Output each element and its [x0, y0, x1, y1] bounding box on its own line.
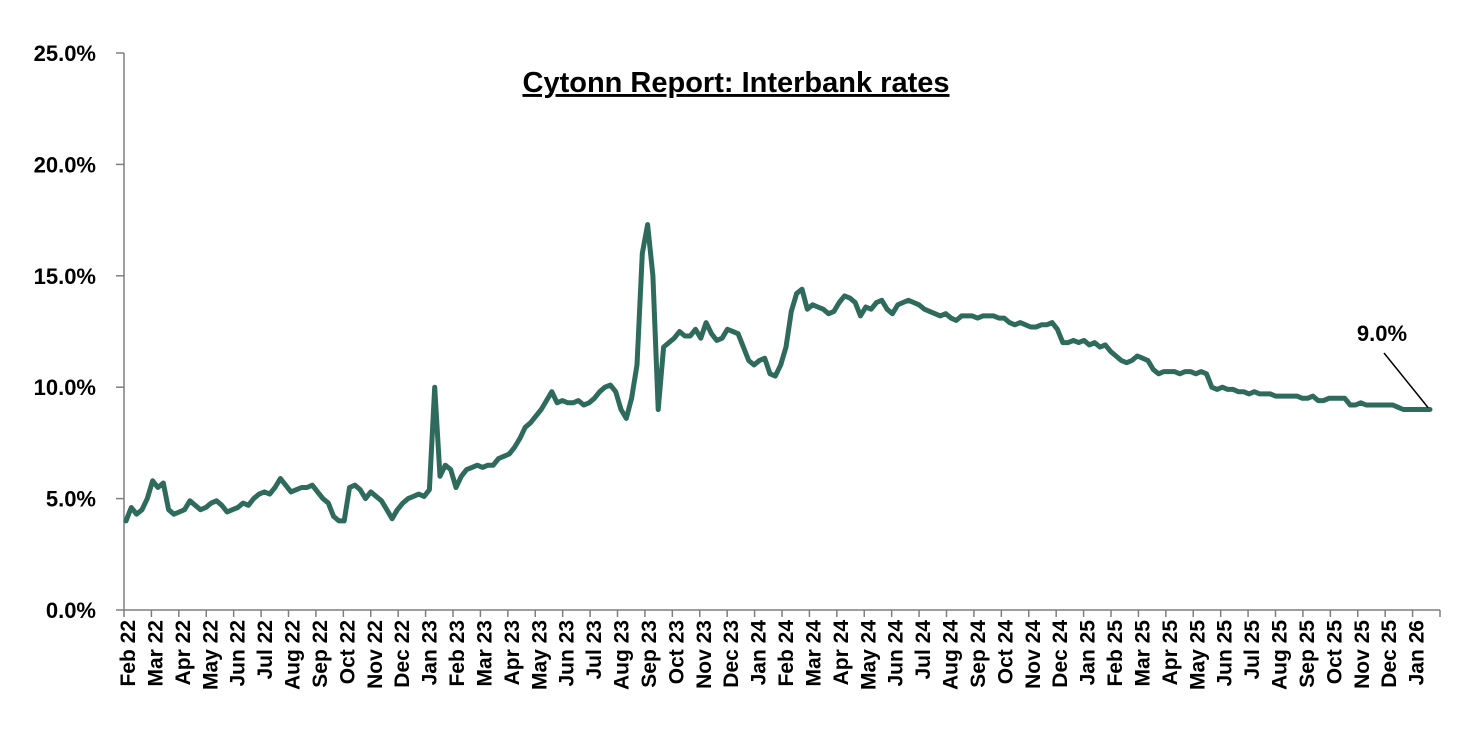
x-tick-label: Nov 25	[1351, 620, 1374, 689]
x-tick-label: Nov 24	[1022, 620, 1045, 689]
x-tick-label: Aug 23	[611, 620, 634, 690]
y-tick-label: 15.0%	[34, 264, 96, 289]
x-tick-label: Jun 23	[556, 620, 579, 687]
x-tick-label: Jun 24	[885, 620, 908, 687]
x-tick-label: Aug 25	[1269, 620, 1292, 690]
x-tick-label: May 25	[1186, 620, 1209, 690]
axes-layer	[116, 52, 1441, 617]
x-tick-label: Apr 24	[830, 620, 853, 686]
x-tick-label: Dec 22	[391, 620, 414, 688]
x-tick-label: Jan 26	[1406, 620, 1429, 685]
x-tick-label: Jan 25	[1077, 620, 1100, 686]
x-tick-label: Nov 22	[364, 620, 387, 689]
x-tick-label: Dec 25	[1378, 620, 1401, 688]
y-tick-label: 0.0%	[46, 598, 96, 623]
x-tick-label: Aug 24	[940, 620, 963, 690]
x-tick-label: May 24	[857, 620, 880, 690]
x-tick-label: Apr 22	[172, 620, 195, 685]
y-tick-label: 10.0%	[34, 375, 96, 400]
x-tick-label: Feb 24	[775, 620, 798, 687]
x-tick-label: Jun 25	[1214, 620, 1237, 687]
x-tick-label: Feb 22	[117, 620, 140, 687]
x-tick-label: Feb 23	[446, 620, 469, 687]
x-tick-label: Jul 24	[912, 620, 935, 680]
y-tick-label: 20.0%	[34, 152, 96, 177]
x-tick-label: Sep 25	[1296, 620, 1319, 688]
y-tick-label: 5.0%	[46, 487, 96, 512]
x-tick-label: Apr 25	[1159, 620, 1182, 686]
series-layer	[123, 222, 1433, 524]
y-tick-label: 25.0%	[34, 41, 96, 66]
tick-labels-layer: 0.0% 5.0% 10.0% 15.0% 20.0% 25.0% Feb 22 Mar 22…	[34, 41, 1429, 690]
x-tick-label: Mar 23	[473, 620, 496, 687]
x-tick-label: Jul 22	[254, 620, 277, 680]
x-tick-label: May 22	[199, 620, 222, 690]
x-tick-label: Mar 22	[144, 620, 167, 687]
x-tick-label: Jan 23	[419, 620, 442, 685]
x-tick-label: Oct 25	[1323, 620, 1346, 685]
x-tick-label: Sep 24	[967, 620, 990, 688]
x-tick-label: Apr 23	[501, 620, 524, 685]
annotation-label: 9.0%	[1357, 321, 1407, 346]
x-tick-label: Dec 23	[720, 620, 743, 688]
series-line	[123, 222, 1433, 524]
x-tick-label: Jul 23	[583, 620, 606, 680]
x-tick-label: Aug 22	[282, 620, 305, 690]
annotation-leader-line	[1383, 352, 1429, 408]
x-tick-label: Jul 25	[1241, 620, 1264, 680]
x-tick-label: Dec 24	[1049, 620, 1072, 688]
x-tick-label: Oct 22	[336, 620, 359, 684]
annotations-layer: 9.0%	[1357, 321, 1429, 408]
x-tick-label: Oct 23	[665, 620, 688, 684]
x-tick-label: Jan 24	[748, 620, 771, 686]
x-tick-label: Sep 22	[309, 620, 332, 688]
x-tick-label: Oct 24	[994, 620, 1017, 685]
x-tick-label: Mar 25	[1131, 620, 1154, 687]
x-tick-label: May 23	[528, 620, 551, 690]
chart-title: Cytonn Report: Interbank rates	[523, 67, 950, 99]
x-tick-label: Jun 22	[227, 620, 250, 687]
x-tick-label: Nov 23	[693, 620, 716, 689]
x-tick-label: Sep 23	[638, 620, 661, 688]
x-tick-label: Mar 24	[802, 620, 825, 687]
x-tick-label: Feb 25	[1104, 620, 1127, 687]
